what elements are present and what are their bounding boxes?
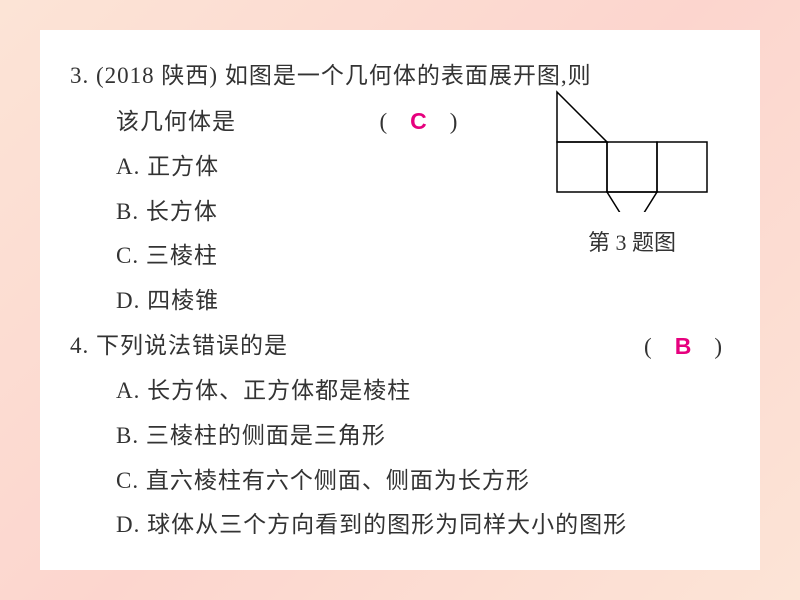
triangle-bottom [607, 192, 657, 212]
q3-answer-group: ( C ) [380, 109, 458, 134]
q4-answer: B [675, 333, 692, 359]
square-3 [657, 142, 707, 192]
q3-stem2: 该几何体是 [116, 109, 236, 134]
q4-line1: 4. 下列说法错误的是 ( B ) [70, 324, 730, 369]
square-1 [557, 142, 607, 192]
q3-caption: 第 3 题图 [542, 225, 722, 257]
page-container: 3. (2018 陕西) 如图是一个几何体的表面展开图,则 该几何体是 ( C … [40, 30, 760, 570]
q4-option-d: D. 球体从三个方向看到的图形为同样大小的图形 [70, 503, 730, 548]
q3-source: (2018 陕西) [96, 63, 218, 88]
q3-answer: C [410, 108, 427, 134]
q4-option-b: B. 三棱柱的侧面是三角形 [70, 414, 730, 459]
q4-number: 4. [70, 333, 89, 358]
q4-option-a: A. 长方体、正方体都是棱柱 [70, 369, 730, 414]
net-diagram [542, 82, 722, 212]
triangle-top [557, 92, 607, 142]
q3-number: 3. [70, 63, 89, 88]
q3-figure: 第 3 题图 [542, 82, 722, 257]
q4-option-c: C. 直六棱柱有六个侧面、侧面为长方形 [70, 459, 730, 504]
q3-stem1: 如图是一个几何体的表面展开图,则 [225, 63, 592, 88]
q4-answer-group: ( B ) [644, 324, 722, 370]
square-2 [607, 142, 657, 192]
q3-option-d: D. 四棱锥 [70, 279, 730, 324]
q4-stem: 下列说法错误的是 [96, 333, 288, 358]
